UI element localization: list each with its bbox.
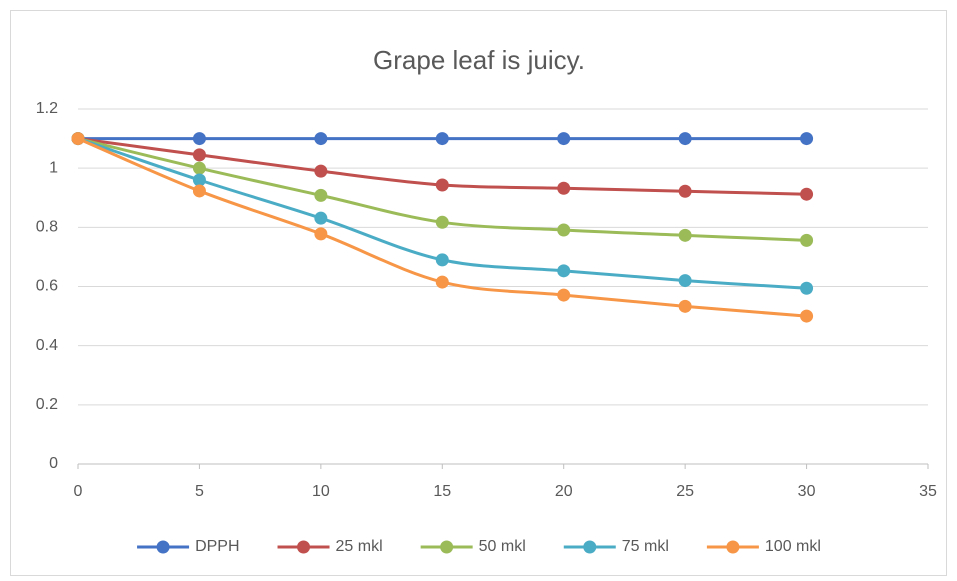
legend-label: 75 mkl [622,538,669,555]
x-tick-label: 15 [433,483,451,500]
y-tick-label: 1 [49,159,58,176]
data-point [192,184,206,198]
data-point [192,173,206,187]
data-point [678,274,692,288]
x-tick-label: 25 [676,483,694,500]
data-point [800,233,814,247]
data-point [678,299,692,313]
data-point [314,188,328,202]
data-point [800,132,814,146]
data-point [435,253,449,267]
data-point [192,132,206,146]
chart-title: Grape leaf is juicy. [373,45,585,75]
legend-label: DPPH [195,538,239,555]
legend-label: 50 mkl [479,538,526,555]
data-point [678,184,692,198]
data-point [71,132,85,146]
data-point [192,161,206,175]
legend-marker [440,540,454,554]
data-point [557,223,571,237]
data-point [192,148,206,162]
x-tick-label: 0 [74,483,83,500]
data-point [435,275,449,289]
data-point [435,178,449,192]
data-point [435,132,449,146]
legend-label: 100 mkl [765,538,821,555]
x-tick-label: 35 [919,483,937,500]
x-tick-label: 20 [555,483,573,500]
data-point [557,132,571,146]
data-point [557,264,571,278]
data-point [800,187,814,201]
data-point [314,132,328,146]
x-tick-label: 5 [195,483,204,500]
data-point [314,164,328,178]
legend-label: 25 mkl [336,538,383,555]
y-tick-label: 0.6 [36,278,58,295]
data-point [678,228,692,242]
data-point [678,132,692,146]
x-tick-label: 10 [312,483,330,500]
x-tick-label: 30 [798,483,816,500]
legend-marker [156,540,170,554]
data-point [557,181,571,195]
data-point [800,281,814,295]
chart-border [10,10,947,576]
data-point [435,215,449,229]
legend-marker [297,540,311,554]
y-tick-label: 0.4 [36,337,58,354]
legend-marker [726,540,740,554]
data-point [800,309,814,323]
y-tick-label: 0 [49,455,58,472]
y-tick-label: 0.2 [36,396,58,413]
legend-marker [583,540,597,554]
data-point [314,227,328,241]
y-tick-label: 0.8 [36,219,58,236]
data-point [557,288,571,302]
y-tick-label: 1.2 [36,100,58,117]
data-point [314,211,328,225]
